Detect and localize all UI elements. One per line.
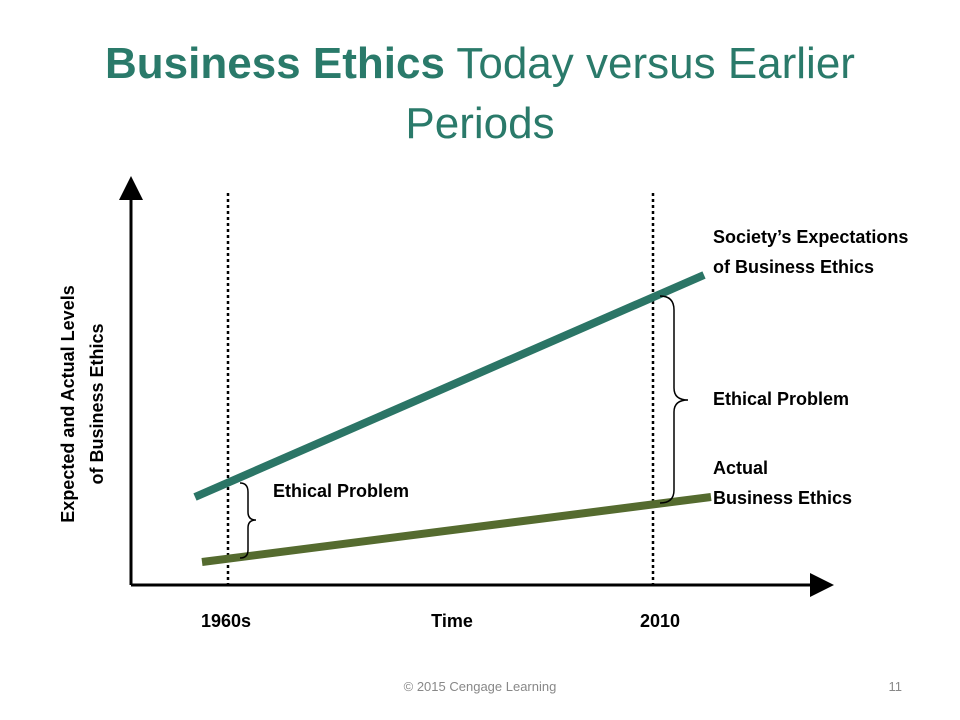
- actual-label-2: Business Ethics: [713, 488, 852, 508]
- title-rest: Today versus Earlier: [456, 39, 855, 88]
- title-line2: Periods: [405, 99, 554, 148]
- problem-right: Ethical Problem: [713, 389, 849, 409]
- page-number: 11: [889, 679, 903, 694]
- actual-line: [201, 493, 712, 566]
- x-label-end: 2010: [640, 611, 680, 631]
- actual-label-1: Actual: [713, 458, 768, 478]
- brace-left: [239, 482, 257, 559]
- y-axis-label-1: Expected and Actual Levels: [58, 285, 78, 522]
- title-bold: Business Ethics: [105, 39, 445, 88]
- x-label-axis: Time: [431, 611, 473, 631]
- expectations-label-2: of Business Ethics: [713, 257, 874, 277]
- title: Business Ethics Today versus Earlier: [105, 39, 855, 88]
- x-label-start: 1960s: [201, 611, 251, 631]
- problem-left: Ethical Problem: [273, 481, 409, 501]
- copyright: © 2015 Cengage Learning: [404, 679, 557, 694]
- expectations-line: [193, 271, 706, 501]
- brace-right: [659, 295, 689, 504]
- y-axis-label-2: of Business Ethics: [87, 323, 107, 484]
- expectations-label-1: Society’s Expectations: [713, 227, 908, 247]
